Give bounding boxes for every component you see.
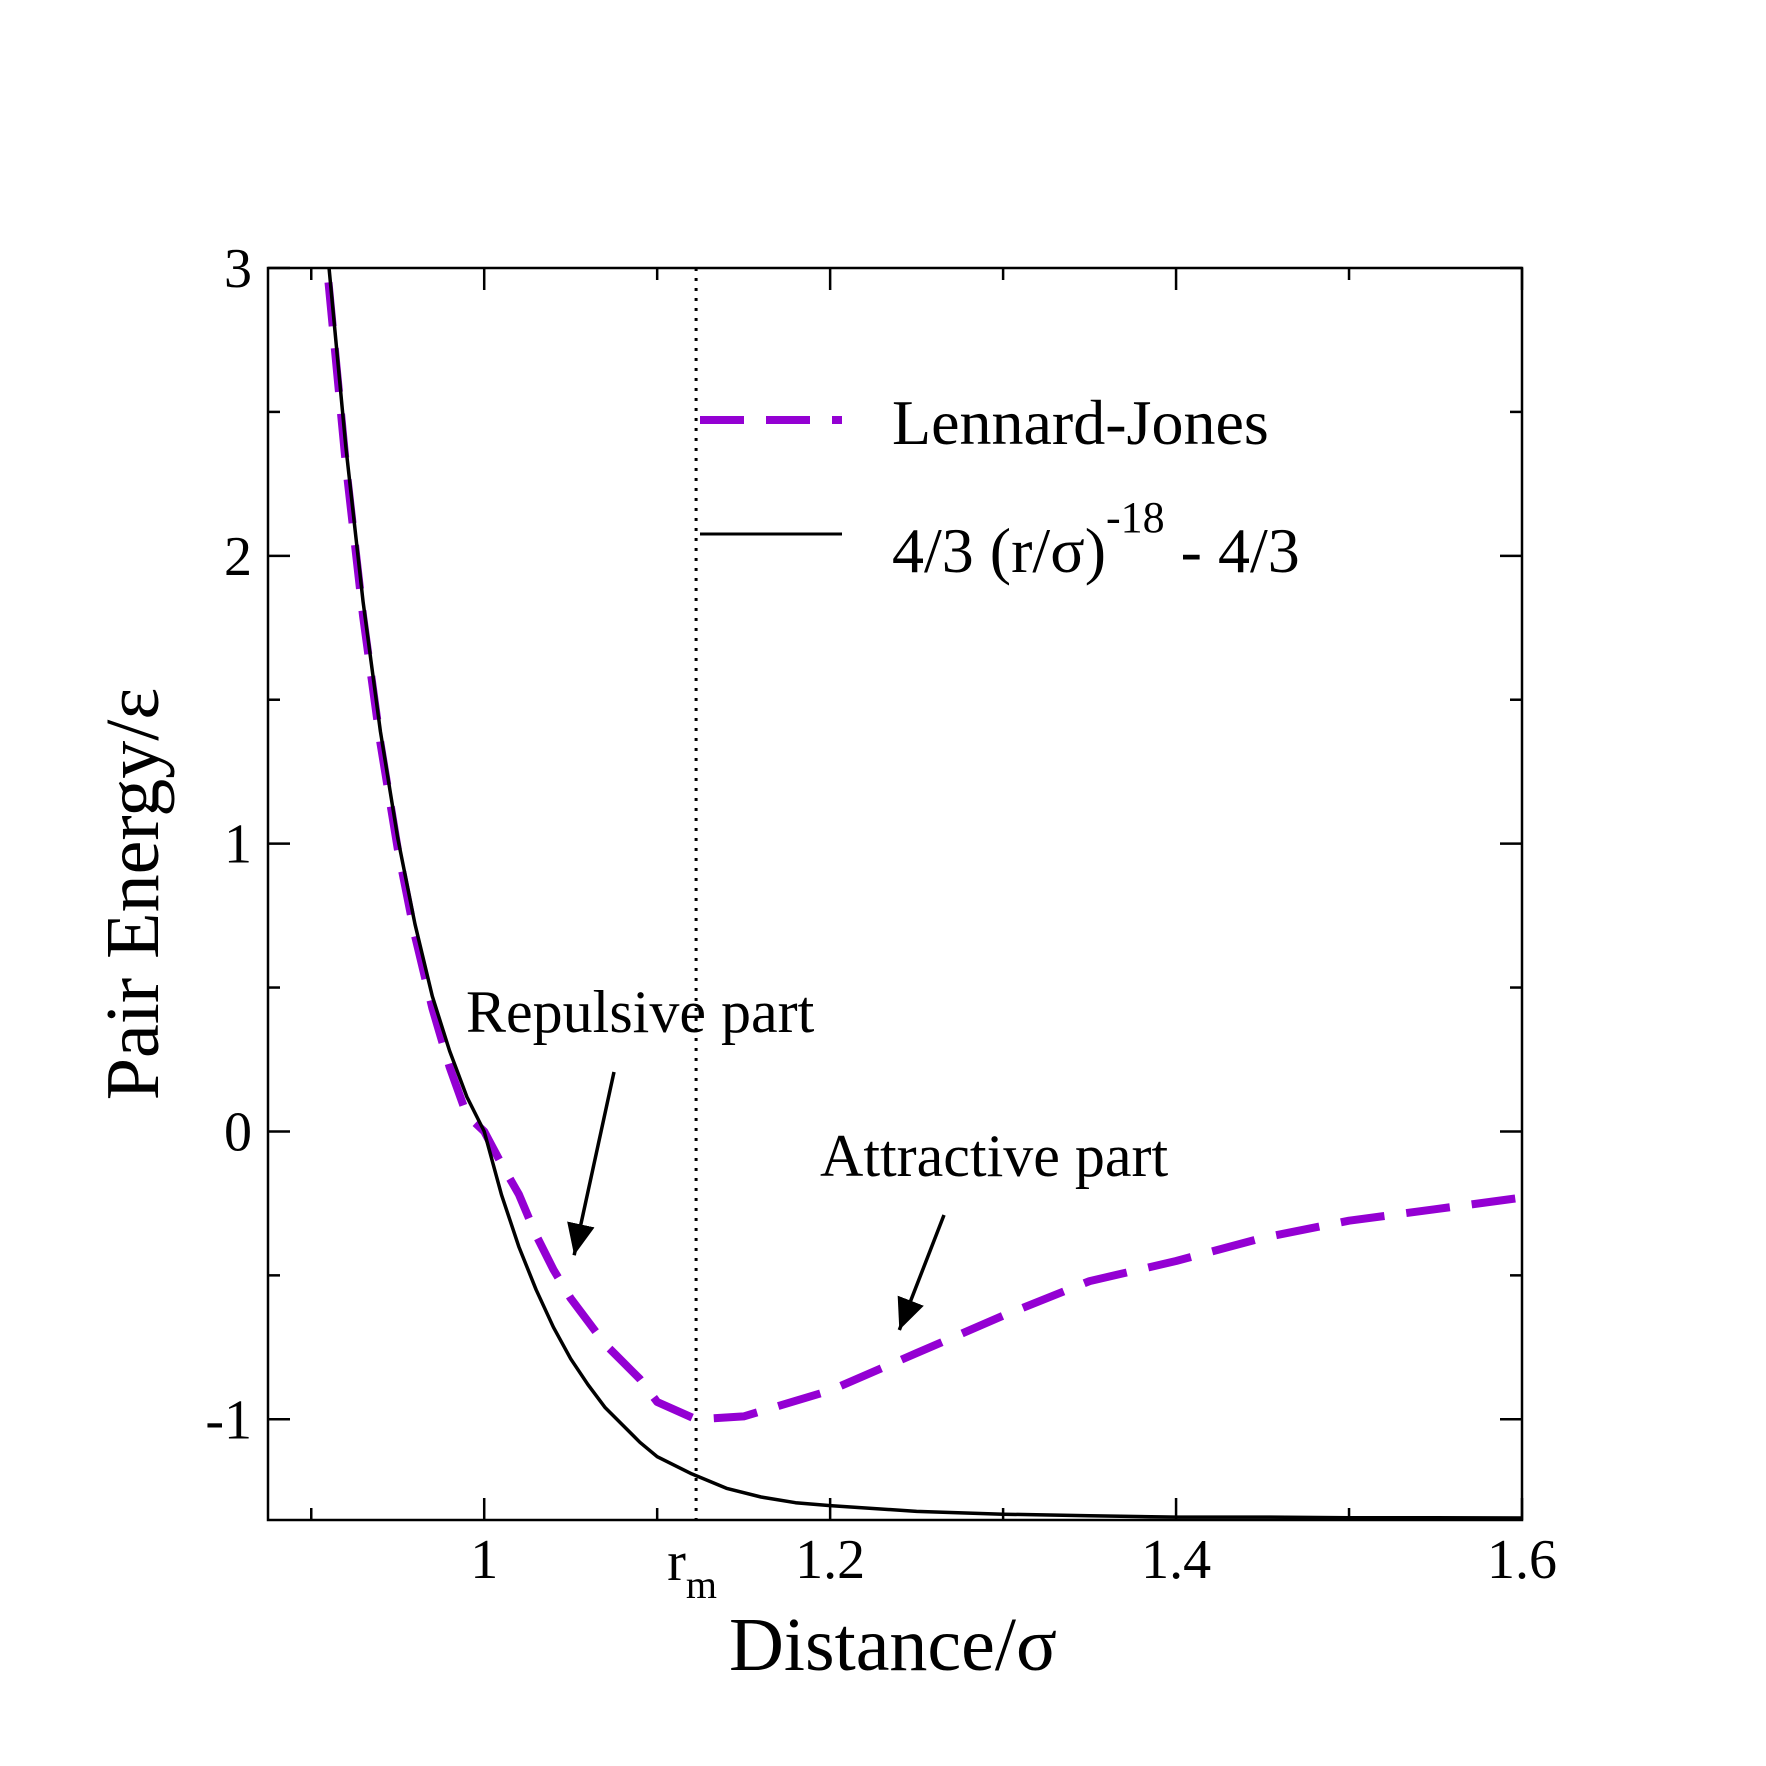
x-tick-labels: 1 1.2 1.4 1.6 (470, 1529, 1557, 1591)
annotation-attractive: Attractive part (820, 1123, 1168, 1189)
rm-label: rm (667, 1531, 717, 1607)
series-layer (324, 268, 1522, 1520)
annotation-repulsive: Repulsive part (466, 979, 815, 1045)
series-repulsive-fit-line (327, 268, 1522, 1520)
legend-label-repulsive-fit: 4/3 (r/σ)-18 - 4/3 (892, 493, 1300, 586)
x-tick-label: 1.6 (1487, 1529, 1557, 1591)
plot-frame (266, 266, 1524, 1522)
annotation-arrow-attractive (897, 1214, 946, 1331)
y-axis-title: Pair Energy/ε (91, 688, 175, 1101)
y-tick-label: 0 (224, 1101, 252, 1163)
annotations: Repulsive part Attractive part (466, 979, 1168, 1331)
y-tick-label: 3 (224, 238, 252, 300)
y-tick-label: 1 (224, 814, 252, 876)
legend: Lennard-Jones 4/3 (r/σ)-18 - 4/3 (700, 387, 1300, 586)
y-tick-label: -1 (205, 1389, 252, 1451)
x-tick-label: 1.2 (795, 1529, 865, 1591)
annotation-arrow-repulsive (567, 1071, 616, 1256)
legend-label-tail: - 4/3 (1165, 515, 1300, 586)
y-tick-label: 2 (224, 526, 252, 588)
y-tick-labels: -1 0 1 2 3 (205, 238, 252, 1451)
rm-label-sub: m (686, 1562, 717, 1607)
x-tick-label: 1 (470, 1529, 498, 1591)
rm-label-main: r (667, 1531, 686, 1593)
x-tick-label: 1.4 (1141, 1529, 1211, 1591)
legend-label-main: 4/3 (r/σ) (892, 515, 1106, 586)
legend-label-lennard-jones: Lennard-Jones (892, 387, 1269, 458)
x-axis-title: Distance/σ (729, 1603, 1057, 1687)
legend-label-exponent: -18 (1106, 493, 1165, 542)
series-lennard-jones-line (324, 282, 1522, 1424)
